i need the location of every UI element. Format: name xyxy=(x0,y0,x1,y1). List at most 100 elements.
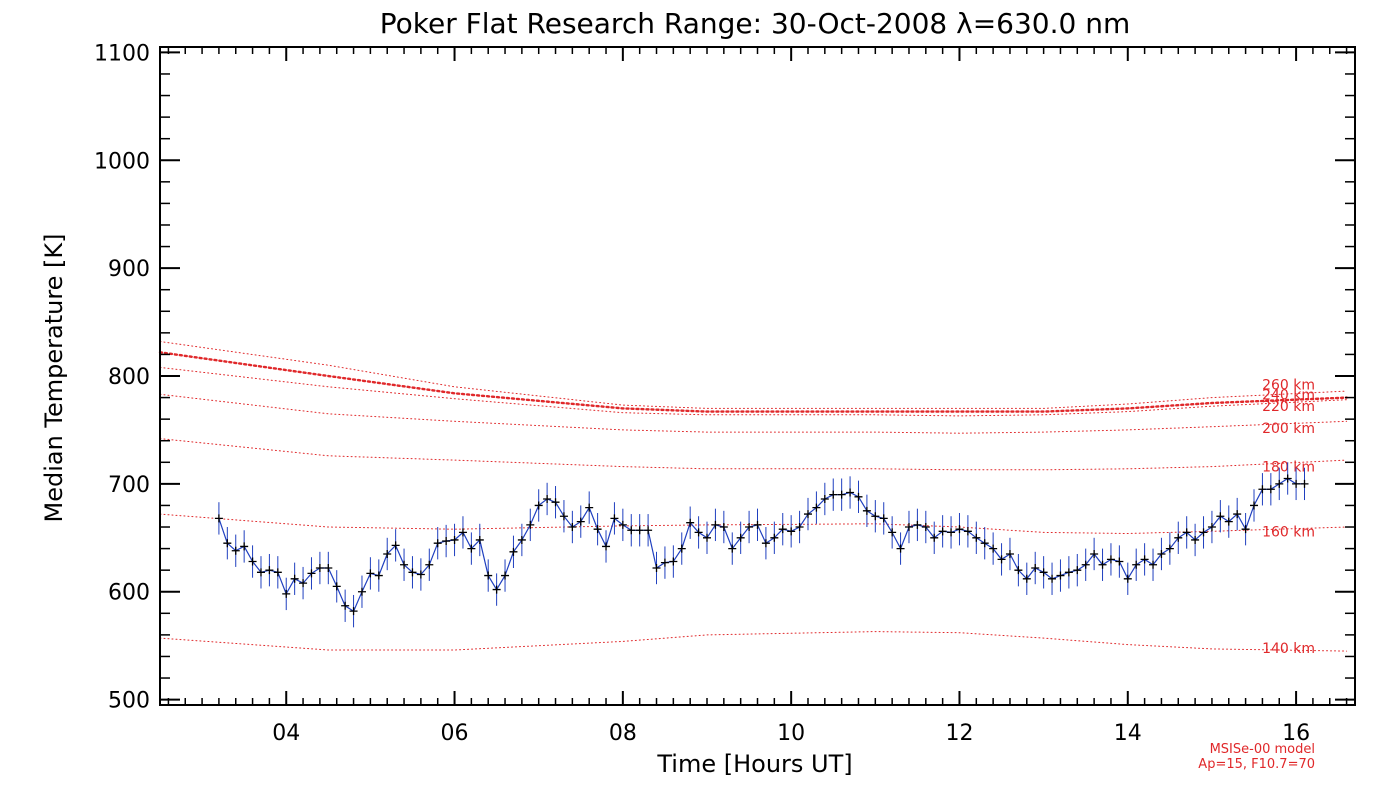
data-point xyxy=(1064,568,1073,577)
data-point xyxy=(820,494,829,503)
x-axis-label: Time [Hours UT] xyxy=(656,750,852,778)
y-tick-label: 700 xyxy=(108,473,150,498)
data-point xyxy=(879,514,888,523)
data-point xyxy=(1292,479,1301,488)
data-point xyxy=(930,533,939,542)
data-point xyxy=(214,514,223,523)
data-point xyxy=(400,560,409,569)
data-point xyxy=(719,523,728,532)
data-point xyxy=(972,533,981,542)
data-point xyxy=(963,527,972,536)
tick-labels: 04 06 08 10 12 14 16 500 600 700 800 900 1000 1100 xyxy=(94,41,1310,746)
y-tick-label: 800 xyxy=(108,365,150,390)
data-point xyxy=(315,564,324,573)
data-point xyxy=(921,523,930,532)
data-point xyxy=(442,537,451,546)
data-point xyxy=(576,517,585,526)
data-point xyxy=(602,542,611,551)
data-point xyxy=(770,533,779,542)
data-point xyxy=(669,557,678,566)
plot-frame xyxy=(159,46,1356,706)
data-point xyxy=(1140,555,1149,564)
data-point xyxy=(517,535,526,544)
data-point xyxy=(644,526,653,535)
data-point xyxy=(248,557,257,566)
data-point xyxy=(1098,560,1107,569)
data-point xyxy=(265,566,274,575)
data-point xyxy=(1132,560,1141,569)
data-point xyxy=(383,549,392,558)
data-point xyxy=(1258,485,1267,494)
data-point xyxy=(357,587,366,596)
y-tick-label: 500 xyxy=(108,689,150,714)
data-point xyxy=(1149,560,1158,569)
y-tick-label: 600 xyxy=(108,581,150,606)
data-point xyxy=(846,488,855,497)
model-curve-label: 220 km xyxy=(1262,399,1315,415)
data-point xyxy=(1005,549,1014,558)
data-point xyxy=(1039,568,1048,577)
data-point xyxy=(694,528,703,537)
data-point xyxy=(1182,528,1191,537)
data-point xyxy=(458,528,467,537)
data-point xyxy=(324,564,333,573)
data-point xyxy=(307,569,316,578)
data-point xyxy=(745,523,754,532)
model-curve-label: 180 km xyxy=(1262,460,1315,476)
model-curves xyxy=(158,341,1348,652)
data-point xyxy=(1014,566,1023,575)
data-point xyxy=(408,568,417,577)
data-point xyxy=(1266,485,1275,494)
data-point xyxy=(736,533,745,542)
model-curve-label: 240 km xyxy=(1262,387,1315,403)
data-point xyxy=(1165,544,1174,553)
data-point xyxy=(484,571,493,580)
data-point xyxy=(450,535,459,544)
data-point xyxy=(1081,560,1090,569)
model-curve xyxy=(159,438,1348,471)
data-point xyxy=(1073,566,1082,575)
data-point xyxy=(551,498,560,507)
data-point xyxy=(223,539,232,548)
data-point xyxy=(509,547,518,556)
data-point xyxy=(1056,571,1065,580)
model-curve xyxy=(159,341,1348,409)
chart-title: Poker Flat Research Range: 30-Oct-2008 λ… xyxy=(380,7,1131,40)
data-point xyxy=(425,560,434,569)
data-point xyxy=(686,518,695,527)
data-point xyxy=(677,544,686,553)
data-point xyxy=(526,520,535,529)
x-tick-label: 14 xyxy=(1114,721,1142,746)
data-point xyxy=(913,520,922,529)
data-point xyxy=(871,512,880,521)
data-point xyxy=(543,494,552,503)
x-tick-label: 06 xyxy=(441,721,469,746)
data-point xyxy=(618,520,627,529)
data-point xyxy=(652,564,661,573)
model-curve-label: 140 km xyxy=(1262,641,1315,657)
x-tick-label: 10 xyxy=(777,721,805,746)
data-point xyxy=(332,582,341,591)
data-point xyxy=(989,544,998,553)
data-point xyxy=(492,585,501,594)
data-point xyxy=(391,541,400,550)
model-curve-label: 200 km xyxy=(1262,421,1315,437)
data-point xyxy=(568,523,577,532)
measured-series xyxy=(214,462,1309,628)
data-point xyxy=(282,589,291,598)
data-point xyxy=(728,544,737,553)
data-point xyxy=(947,528,956,537)
model-curve xyxy=(159,631,1348,652)
data-point xyxy=(1207,523,1216,532)
y-axis-label: Median Temperature [K] xyxy=(40,233,68,522)
data-point xyxy=(938,527,947,536)
data-point xyxy=(829,490,838,499)
data-point xyxy=(1275,479,1284,488)
data-point xyxy=(1233,510,1242,519)
model-note-line1: MSISe-00 model xyxy=(1210,742,1315,757)
data-point xyxy=(1090,549,1099,558)
data-point xyxy=(374,571,383,580)
data-point xyxy=(366,569,375,578)
